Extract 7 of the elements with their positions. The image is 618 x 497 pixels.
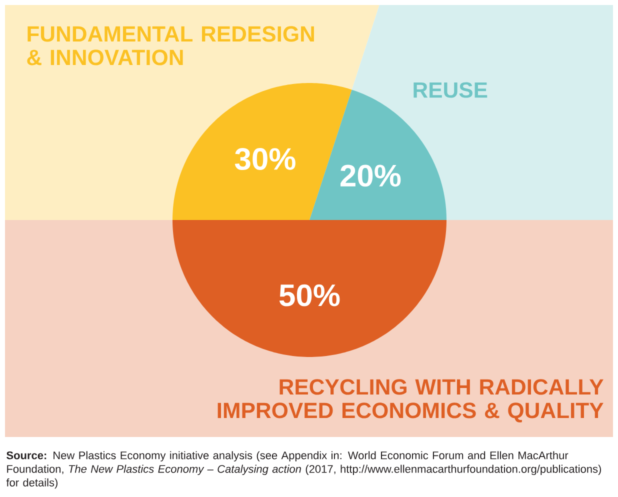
data-label: 20% <box>340 164 401 187</box>
slice-label: REUSE <box>414 82 488 98</box>
text: Source: New Plastics Economy initiative analysis (see Appendix in: World Economic Forum and Ellen MacArthur Foundation, The New Plastics Economy – Catalysing action (2017, http://www.ellenmacarthurfoundation.org/publications) for details) <box>6 451 602 489</box>
slice-label: RECYCLING WITH RADICALLY IMPROVED ECONOMICS & QUALITY <box>218 379 604 422</box>
data-label: 50% <box>279 284 340 306</box>
data-label: 30% <box>234 148 296 170</box>
slice-label: FUNDAMENTAL REDESIGN & INNOVATION <box>27 26 314 66</box>
